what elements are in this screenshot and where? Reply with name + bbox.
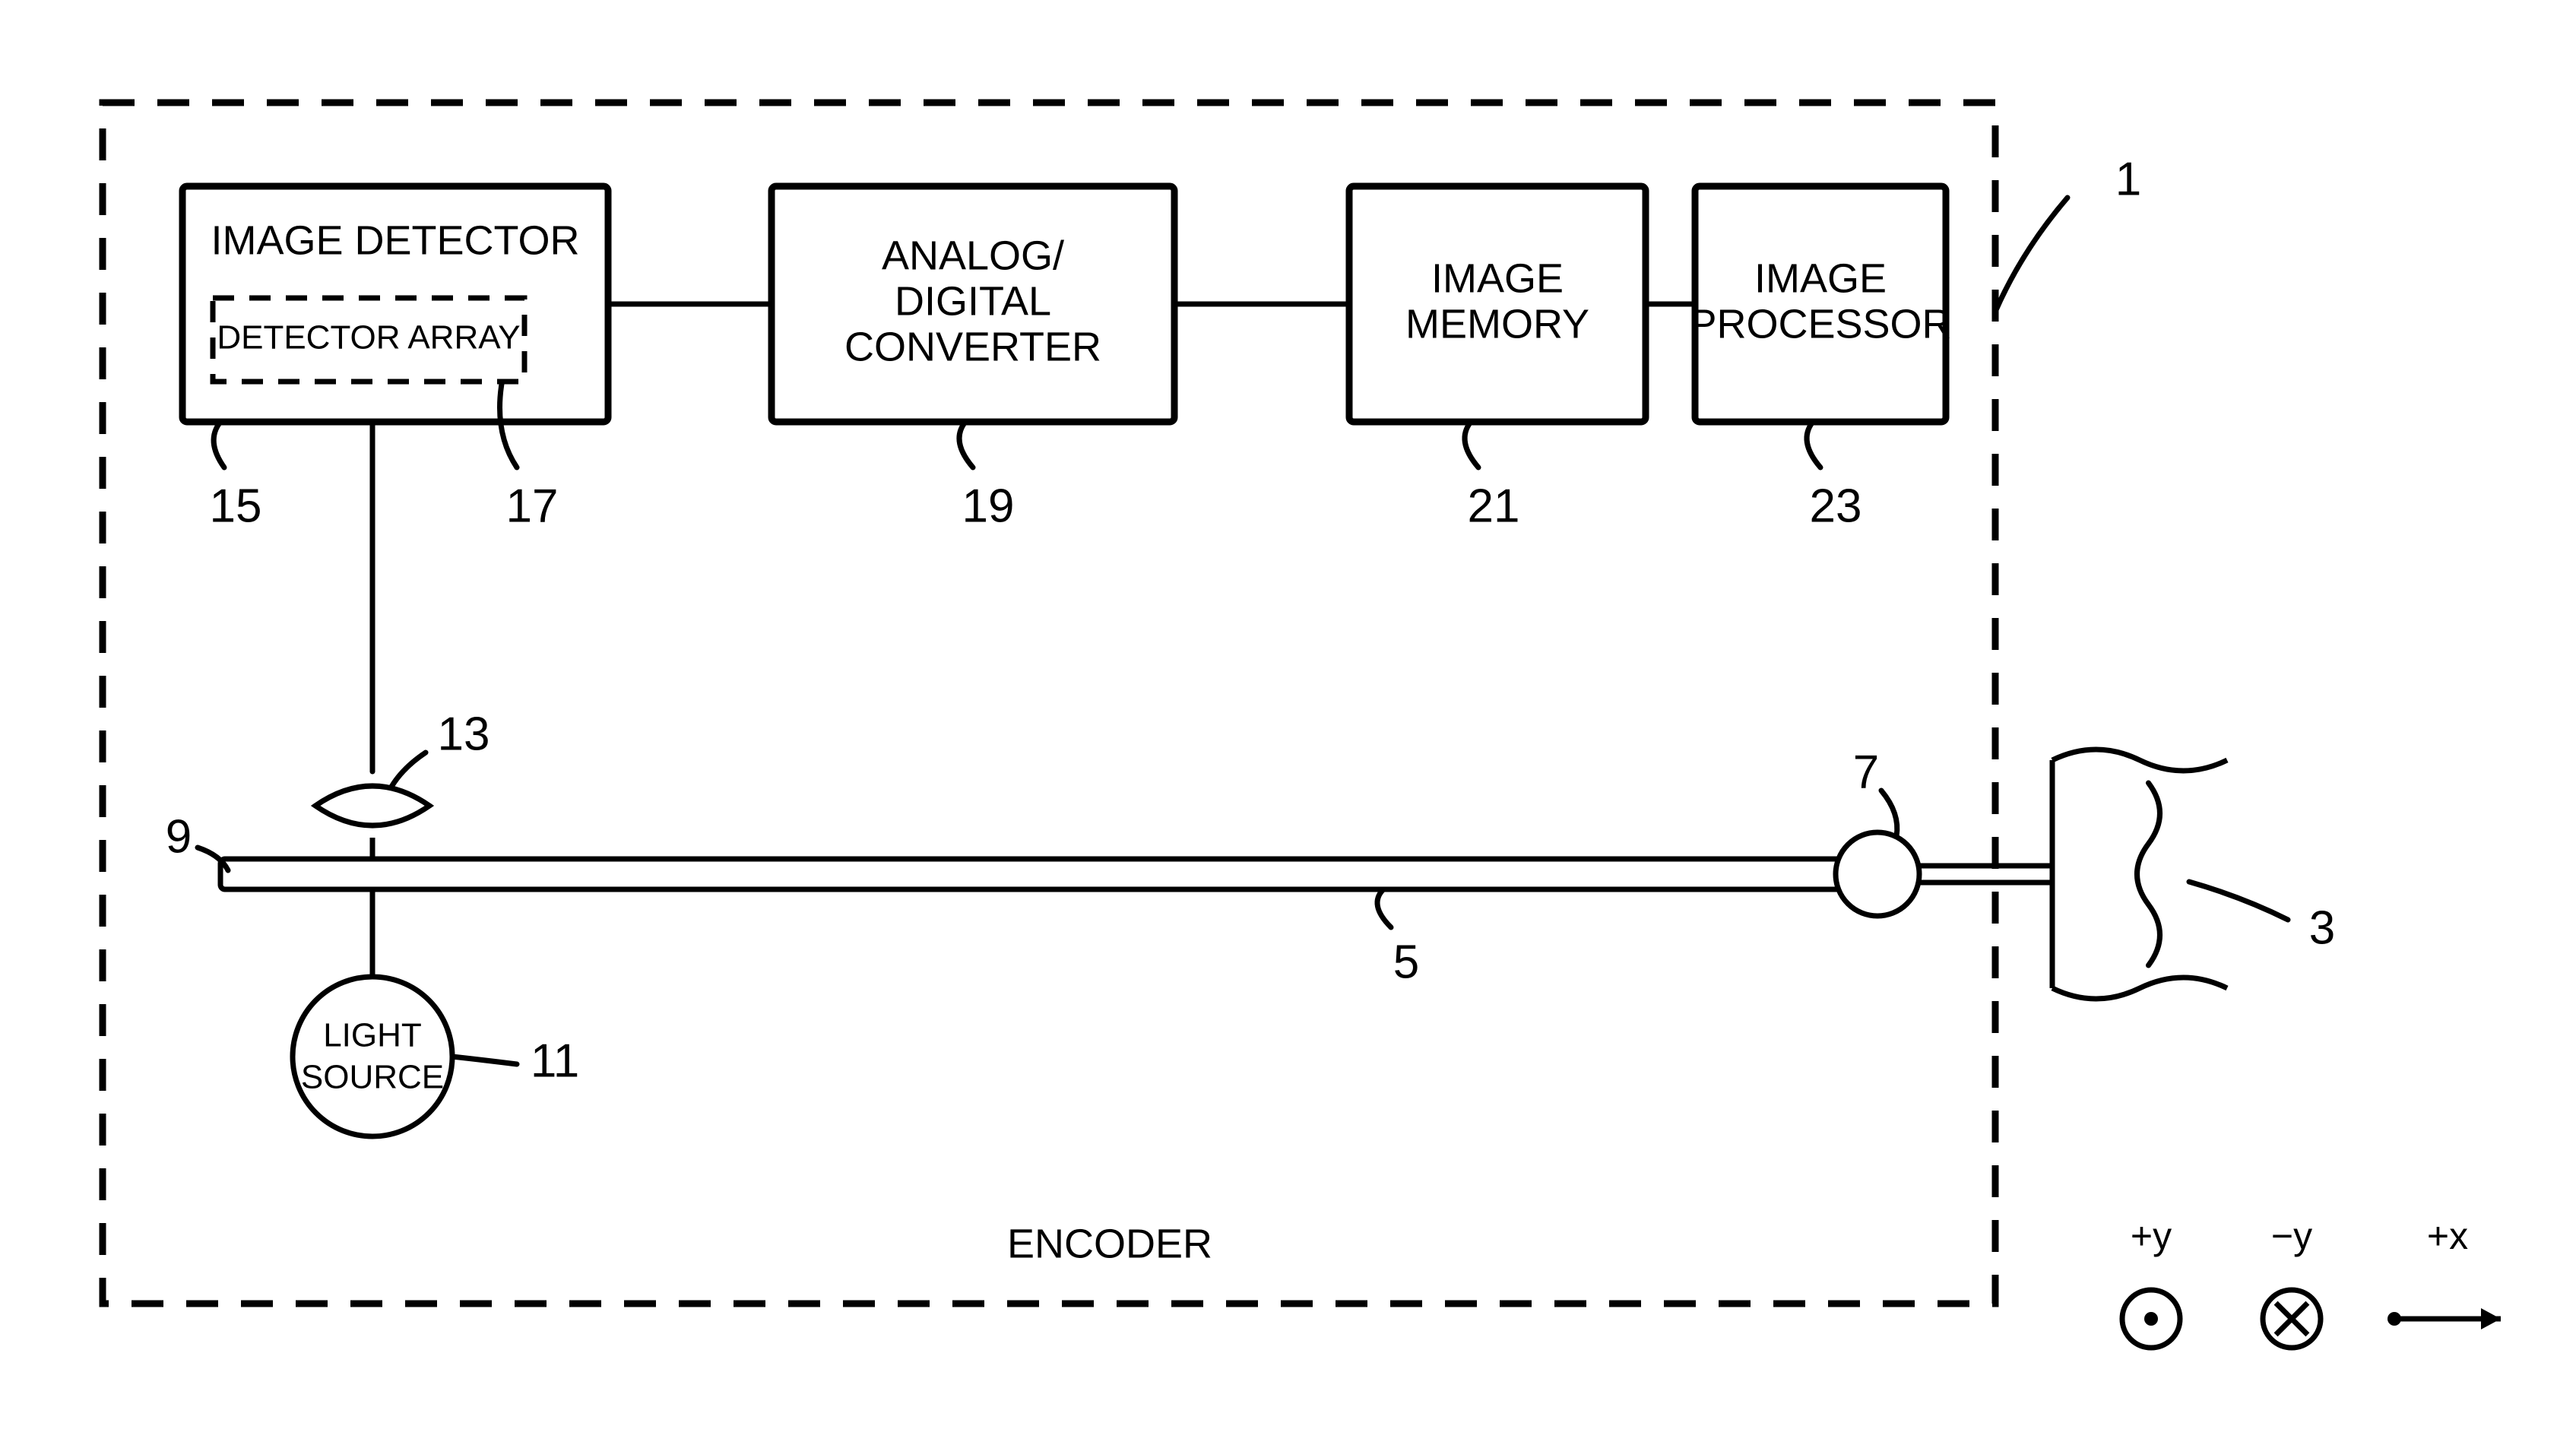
lens-lead bbox=[391, 753, 426, 787]
axis-py-label: +y bbox=[2131, 1215, 2172, 1257]
processor-ref: 23 bbox=[1810, 480, 1862, 532]
light-label-2: SOURCE bbox=[301, 1059, 444, 1096]
memory-label-1: IMAGE bbox=[1431, 255, 1564, 301]
ball-lead bbox=[1881, 791, 1897, 836]
axis-px-label: +x bbox=[2427, 1215, 2468, 1257]
adc-label-2: DIGITAL bbox=[895, 278, 1051, 324]
axis-ny-label: −y bbox=[2271, 1215, 2312, 1257]
light-ref: 11 bbox=[531, 1035, 579, 1087]
encoder-ref: 1 bbox=[2115, 153, 2141, 205]
machine-top-edge bbox=[2052, 749, 2227, 771]
image-detector-ref: 15 bbox=[210, 480, 262, 532]
processor-lead bbox=[1807, 422, 1820, 467]
bar-9-ref: 9 bbox=[166, 810, 192, 863]
scale-bar bbox=[220, 859, 1877, 889]
adc-label-3: CONVERTER bbox=[844, 324, 1101, 369]
lens-ref: 13 bbox=[438, 708, 490, 760]
bar-5-lead bbox=[1377, 889, 1391, 927]
machine-break-line bbox=[2137, 783, 2160, 965]
adc-ref: 19 bbox=[962, 480, 1015, 532]
axis-px-arrow-icon bbox=[2481, 1308, 2501, 1329]
detector-array-ref: 17 bbox=[506, 480, 559, 532]
encoder-lead bbox=[1995, 198, 2067, 312]
processor-label-2: PROCESSOR bbox=[1689, 301, 1951, 347]
detector-array-lead bbox=[500, 384, 518, 467]
detector-array-label: DETECTOR ARRAY bbox=[217, 319, 520, 356]
axis-py-dot-icon bbox=[2144, 1312, 2158, 1326]
adc-lead bbox=[959, 422, 973, 467]
light-label-1: LIGHT bbox=[323, 1017, 422, 1054]
adc-label-1: ANALOG/ bbox=[882, 233, 1064, 278]
machine-lead bbox=[2189, 882, 2288, 920]
ball-joint bbox=[1836, 832, 1919, 916]
bar-5-ref: 5 bbox=[1393, 936, 1419, 988]
memory-ref: 21 bbox=[1468, 480, 1520, 532]
machine-ref: 3 bbox=[2309, 902, 2335, 954]
ball-ref: 7 bbox=[1853, 746, 1879, 798]
image-detector-lead bbox=[214, 422, 224, 467]
memory-lead bbox=[1465, 422, 1478, 467]
memory-label-2: MEMORY bbox=[1405, 301, 1589, 347]
encoder-label: ENCODER bbox=[1007, 1221, 1212, 1266]
light-lead bbox=[452, 1057, 517, 1064]
image-detector-label: IMAGE DETECTOR bbox=[211, 217, 579, 263]
light-source bbox=[293, 977, 452, 1136]
lens-icon bbox=[315, 786, 429, 825]
processor-label-1: IMAGE bbox=[1754, 255, 1887, 301]
machine-bottom-edge bbox=[2052, 978, 2227, 999]
